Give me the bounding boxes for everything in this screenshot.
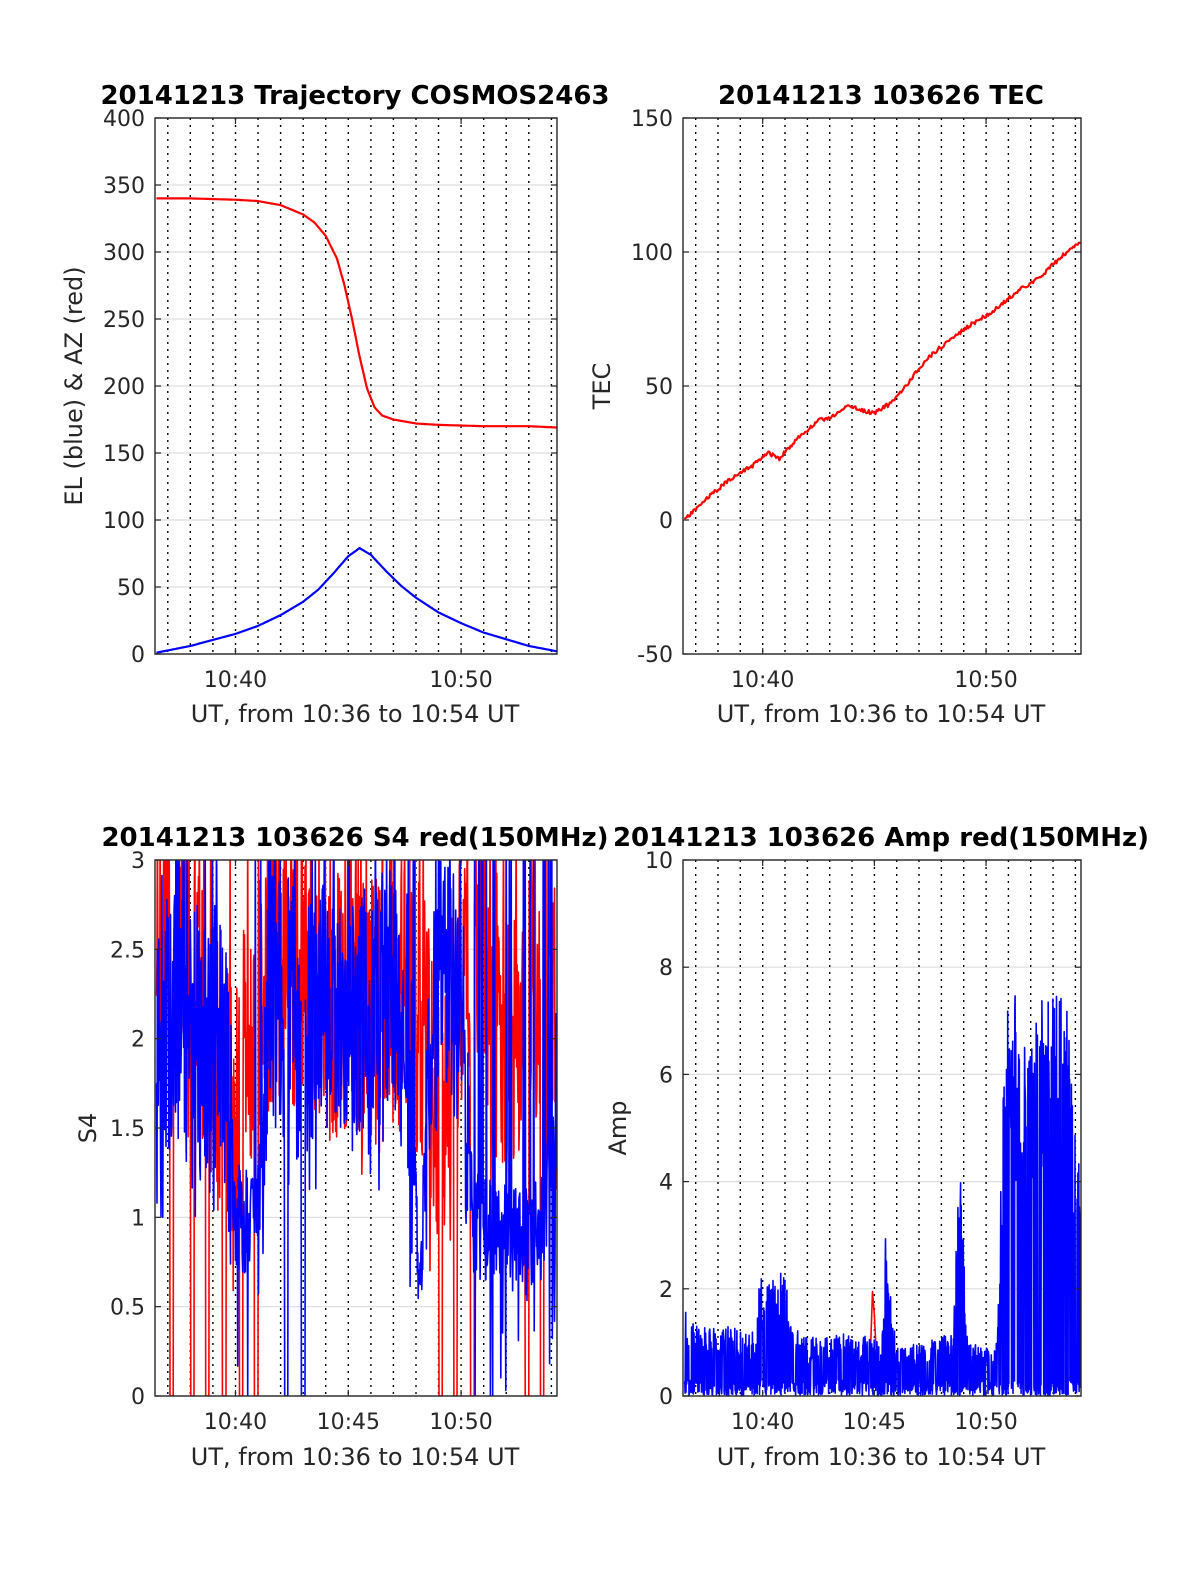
y-tick-label: 150 bbox=[103, 442, 145, 467]
series-line bbox=[155, 860, 557, 1396]
x-tick-label: 10:50 bbox=[954, 668, 1017, 693]
trajectory-panel: 20141213 Trajectory COSMOS2463 UT, from … bbox=[60, 81, 610, 728]
chart-title: 20141213 103626 TEC bbox=[718, 81, 1044, 111]
y-tick-label: 350 bbox=[103, 174, 145, 199]
y-tick-label: 100 bbox=[631, 241, 673, 266]
x-tick-label: 10:40 bbox=[731, 1410, 794, 1435]
series-line bbox=[683, 995, 1081, 1396]
series-group bbox=[683, 995, 1081, 1396]
s4-panel: 20141213 103626 S4 red(150MHz) UT, from … bbox=[74, 823, 609, 1471]
y-tick-label: 150 bbox=[631, 107, 673, 132]
x-tick-label: 10:45 bbox=[843, 1410, 906, 1435]
x-tick-label: 10:40 bbox=[731, 668, 794, 693]
x-tick-label: 10:50 bbox=[429, 1410, 492, 1435]
x-tick-label: 10:45 bbox=[317, 1410, 380, 1435]
x-axis-label: UT, from 10:36 to 10:54 UT bbox=[191, 700, 520, 728]
y-axis-label: EL (blue) & AZ (red) bbox=[60, 266, 88, 505]
series-group bbox=[683, 241, 1081, 520]
y-tick-label: 0 bbox=[131, 643, 145, 668]
series-group bbox=[155, 860, 557, 1396]
y-tick-label: -50 bbox=[637, 643, 673, 668]
y-tick-label: 10 bbox=[645, 849, 673, 874]
series-line bbox=[869, 1290, 877, 1354]
y-tick-label: 200 bbox=[103, 375, 145, 400]
y-tick-label: 4 bbox=[659, 1171, 673, 1196]
y-tick-label: 0 bbox=[659, 1385, 673, 1410]
y-tick-label: 0.5 bbox=[110, 1296, 145, 1321]
x-tick-label: 10:40 bbox=[204, 1410, 267, 1435]
plot-area bbox=[155, 117, 557, 655]
amp-panel: 20141213 103626 Amp red(150MHz) UT, from… bbox=[604, 823, 1149, 1471]
axes-box bbox=[682, 859, 1082, 1397]
y-tick-label: 1 bbox=[131, 1206, 145, 1231]
y-tick-label: 6 bbox=[659, 1063, 673, 1088]
x-tick-label: 10:40 bbox=[204, 668, 267, 693]
series-line bbox=[683, 241, 1081, 520]
y-axis-label: TEC bbox=[588, 363, 616, 411]
chart-title: 20141213 103626 S4 red(150MHz) bbox=[101, 823, 608, 853]
y-tick-label: 50 bbox=[117, 576, 145, 601]
y-axis-label: Amp bbox=[604, 1100, 632, 1155]
y-tick-label: 100 bbox=[103, 509, 145, 534]
series-line bbox=[156, 197, 557, 429]
y-tick-label: 8 bbox=[659, 956, 673, 981]
tec-panel: 20141213 103626 TEC UT, from 10:36 to 10… bbox=[588, 81, 1082, 728]
x-axis-label: UT, from 10:36 to 10:54 UT bbox=[717, 1443, 1046, 1471]
y-tick-label: 50 bbox=[645, 375, 673, 400]
y-tick-label: 1.5 bbox=[110, 1117, 145, 1142]
series-group bbox=[156, 197, 557, 654]
y-tick-label: 0 bbox=[131, 1385, 145, 1410]
y-tick-label: 400 bbox=[103, 107, 145, 132]
x-axis-label: UT, from 10:36 to 10:54 UT bbox=[191, 1443, 520, 1471]
plot-area bbox=[683, 117, 1081, 655]
chart-title: 20141213 Trajectory COSMOS2463 bbox=[100, 81, 609, 111]
x-tick-label: 10:50 bbox=[429, 668, 492, 693]
chart-title: 20141213 103626 Amp red(150MHz) bbox=[613, 823, 1149, 853]
y-tick-label: 2 bbox=[131, 1028, 145, 1053]
y-tick-label: 2.5 bbox=[110, 938, 145, 963]
y-tick-label: 3 bbox=[131, 849, 145, 874]
x-tick-label: 10:50 bbox=[954, 1410, 1017, 1435]
y-tick-label: 0 bbox=[659, 509, 673, 534]
y-axis-label: S4 bbox=[74, 1113, 102, 1144]
y-tick-label: 2 bbox=[659, 1278, 673, 1303]
y-tick-label: 300 bbox=[103, 241, 145, 266]
x-axis-label: UT, from 10:36 to 10:54 UT bbox=[717, 700, 1046, 728]
series-line bbox=[156, 547, 557, 654]
y-tick-label: 250 bbox=[103, 308, 145, 333]
